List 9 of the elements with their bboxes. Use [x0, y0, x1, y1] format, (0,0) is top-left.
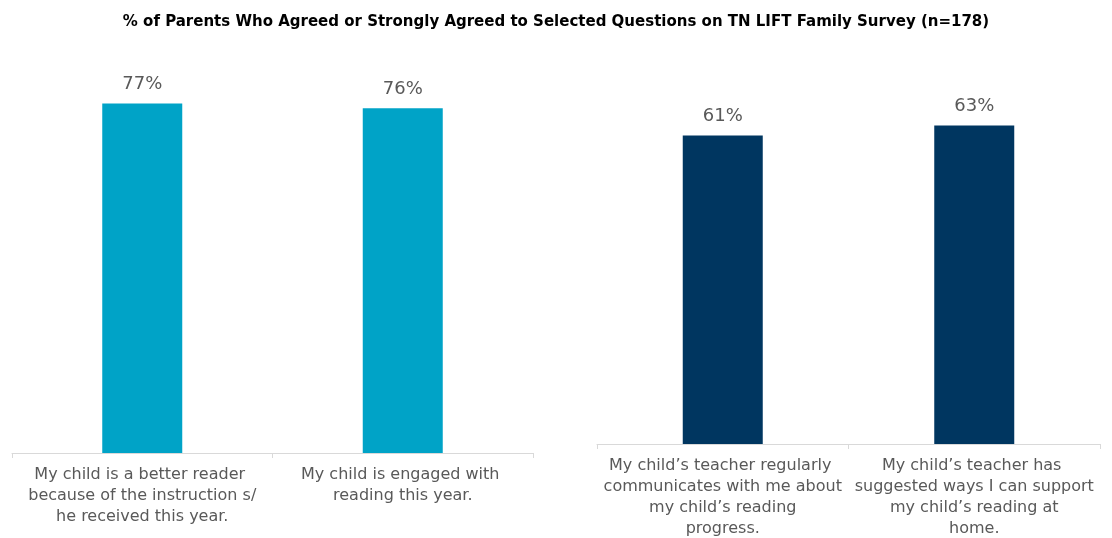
- x-tick-label: My child is engaged with reading this year.: [300, 464, 505, 504]
- x-tick-label: My child’s teacher regularly communicates with me about my child’s reading progress.: [603, 455, 842, 537]
- x-tick-label: My child’s teacher has suggested ways I can support my child’s reading at home.: [854, 455, 1094, 537]
- data-label: 61%: [702, 104, 743, 126]
- data-label: 76%: [382, 76, 423, 98]
- data-label: 77%: [122, 72, 163, 94]
- x-tick-label: My child is a better reader because of the instruction s/he received this year.: [28, 464, 257, 525]
- chart-title: % of Parents Who Agreed or Strongly Agreed to Selected Questions on TN LIFT Family Survey (n=178): [121, 12, 991, 30]
- data-label: 63%: [954, 93, 995, 115]
